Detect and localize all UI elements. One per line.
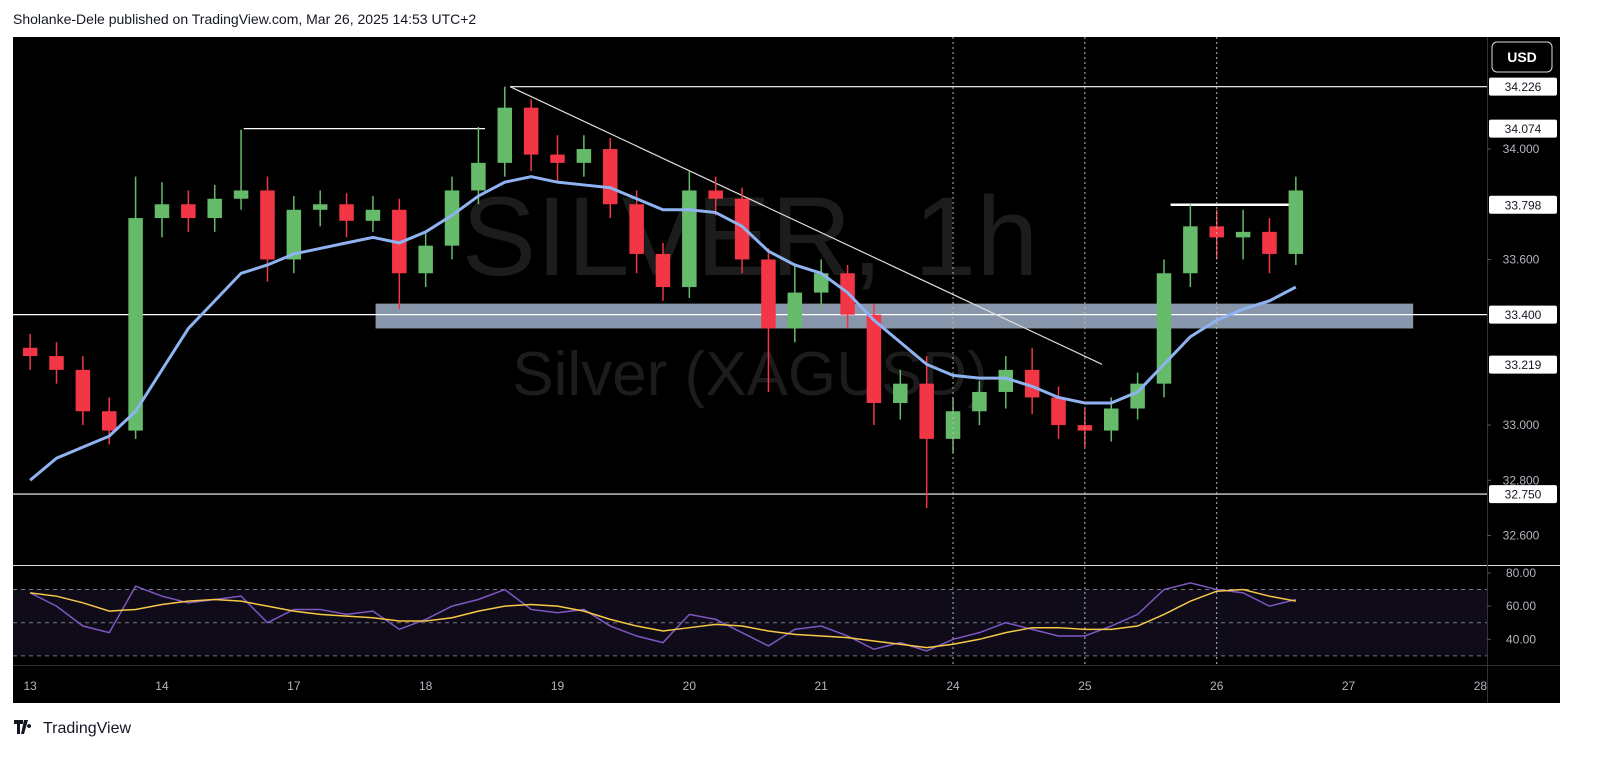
candle-body	[1024, 369, 1040, 398]
candle-body	[813, 273, 829, 293]
candle-body	[471, 162, 486, 191]
currency-label[interactable]: USD	[1507, 49, 1537, 65]
price-pane	[13, 86, 1487, 508]
watermark-symbol: SILVER, 1h	[462, 174, 1039, 299]
rsi-tick-label: 40.00	[1506, 632, 1536, 646]
support-zone	[375, 303, 1414, 329]
x-tick-label: 13	[23, 679, 37, 693]
trendline	[509, 86, 1103, 365]
x-tick-label: 25	[1078, 679, 1092, 693]
x-tick-label: 20	[683, 679, 697, 693]
candle-body	[523, 107, 539, 155]
currency-button-frame[interactable]	[1491, 41, 1553, 73]
x-tick-label: 28	[1474, 679, 1488, 693]
price-label-box	[1489, 305, 1557, 324]
watermark-name: Silver (XAGUSD)	[512, 340, 987, 409]
x-tick-label: 19	[551, 679, 565, 693]
candle-body	[708, 190, 723, 199]
candle-body	[233, 190, 249, 199]
candle-body	[550, 154, 565, 163]
x-tick-label: 21	[815, 679, 829, 693]
candle-body	[919, 383, 934, 439]
y-tick-label: 34.000	[1503, 142, 1540, 156]
candle-body	[655, 253, 671, 288]
candle-body	[1235, 231, 1251, 238]
candle-body	[1051, 397, 1066, 426]
price-label: 34.074	[1505, 122, 1542, 136]
chart-frame	[13, 37, 1560, 703]
brand-name: TradingView	[43, 720, 131, 737]
candle-body	[22, 347, 38, 357]
y-tick-label: 33.000	[1503, 418, 1540, 432]
x-tick-label: 26	[1210, 679, 1224, 693]
candle-body	[787, 292, 803, 329]
rsi-average	[30, 588, 1296, 649]
currency-button[interactable]: USD	[1491, 41, 1553, 73]
price-label: 33.219	[1505, 358, 1542, 372]
y-tick-label: 32.800	[1503, 473, 1540, 487]
candle-body	[260, 190, 275, 260]
x-tick-label: 18	[419, 679, 433, 693]
price-label: 33.400	[1505, 308, 1542, 322]
candle-body	[286, 209, 302, 260]
candle-body	[365, 209, 381, 221]
candle-body	[1183, 226, 1198, 274]
candle-body	[49, 356, 64, 370]
candle-body	[1209, 226, 1224, 238]
candle-body	[734, 198, 750, 260]
rsi-tick-label: 80.00	[1506, 566, 1536, 580]
candle-body	[75, 369, 91, 412]
rsi-pane	[13, 582, 1487, 657]
candle-body	[154, 204, 170, 219]
candle-body	[444, 190, 460, 246]
price-label: 33.798	[1505, 198, 1542, 212]
candle-body	[629, 204, 644, 254]
rsi-line	[29, 582, 1297, 652]
price-label-box	[1489, 195, 1557, 214]
candle-body	[181, 204, 196, 219]
candle-body	[602, 149, 618, 205]
candle-body	[1103, 408, 1119, 431]
price-label-box	[1489, 119, 1557, 138]
brand: TradingView	[14, 720, 131, 737]
x-tick-label: 17	[287, 679, 301, 693]
y-tick-label: 33.600	[1503, 252, 1540, 266]
candle-body	[1156, 273, 1172, 384]
price-label-box	[1489, 485, 1557, 504]
candle-body	[972, 391, 987, 412]
y-tick-label: 32.600	[1503, 528, 1540, 542]
candle-body	[339, 204, 354, 221]
candle-body	[866, 314, 882, 403]
candle-body	[1288, 190, 1304, 254]
axes: 13 14 17 18 19 20 21 24 25 26 27 28 32.600 32.800 33.0…	[13, 37, 1560, 703]
candle-body	[312, 204, 328, 210]
price-label: 34.226	[1505, 80, 1542, 94]
x-tick-label: 24	[946, 679, 960, 693]
price-label-box	[1489, 77, 1557, 96]
x-tick-label: 14	[155, 679, 169, 693]
candle-body	[418, 245, 433, 274]
candle-body	[682, 190, 697, 288]
candle-body	[945, 411, 961, 439]
watermark: SILVER, 1h Silver (XAGUSD)	[462, 174, 1039, 409]
candle-body	[1262, 231, 1277, 254]
candle-body	[101, 411, 117, 431]
price-label: 32.750	[1505, 488, 1542, 502]
candle-body	[497, 107, 513, 163]
candle-body	[998, 369, 1014, 392]
candle-body	[761, 259, 776, 329]
rsi-tick-label: 60.00	[1506, 599, 1536, 613]
brand-logo	[14, 720, 32, 734]
x-tick-label: 27	[1342, 679, 1356, 693]
candle-body	[128, 218, 143, 431]
publish-header: Sholanke-Dele published on TradingView.c…	[13, 11, 476, 27]
price-label-box	[1489, 355, 1557, 374]
candle-body	[207, 198, 222, 219]
candle-body	[576, 149, 592, 163]
candle-body	[893, 383, 908, 403]
